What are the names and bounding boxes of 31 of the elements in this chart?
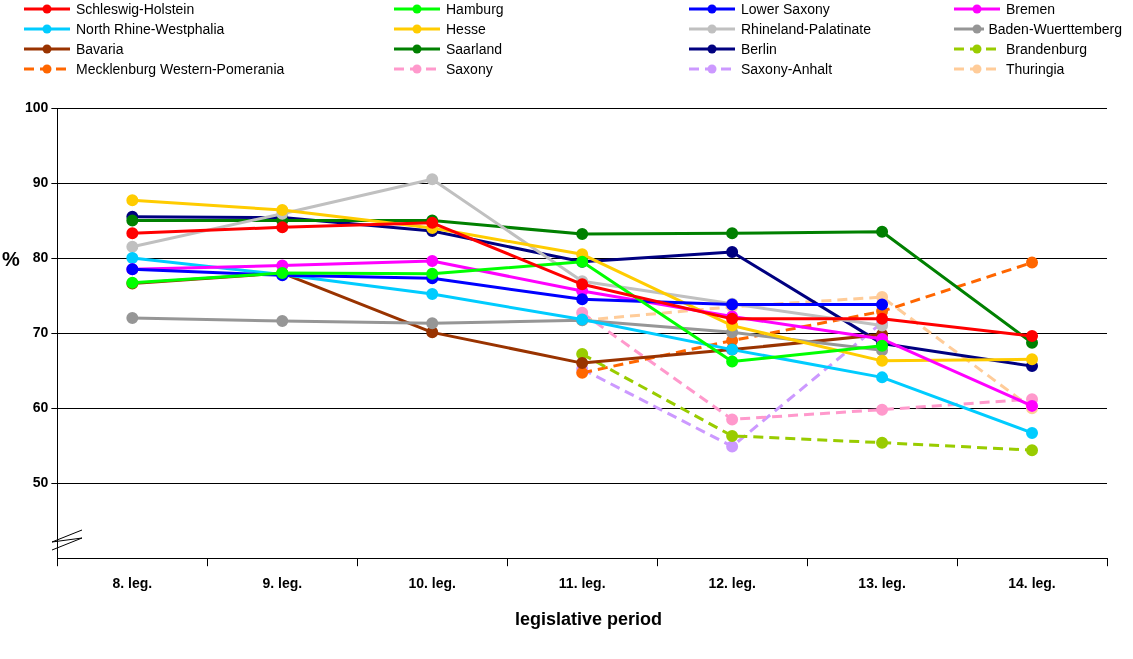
legend-label: Bremen <box>1006 1 1056 18</box>
legend-label: Baden-Wuerttemberg <box>988 21 1122 38</box>
legend-label: Berlin <box>741 40 777 57</box>
legend-label: Hesse <box>446 21 486 38</box>
x-tick-label: 12. leg. <box>708 575 756 592</box>
legend-label: Mecklenburg Western-Pomerania <box>76 60 285 77</box>
x-tick-label: 8. leg. <box>112 575 153 592</box>
x-tick-label: 10. leg. <box>408 575 456 592</box>
legend-label: Saarland <box>446 40 503 57</box>
legend-label: Rhineland-Palatinate <box>741 21 871 38</box>
y-tick-label: 70 <box>32 323 49 340</box>
legend-label: North Rhine-Westphalia <box>76 21 225 38</box>
legend-label: Hamburg <box>446 1 504 18</box>
legend-label: Bavaria <box>76 40 124 57</box>
y-tick-label: 50 <box>32 474 49 491</box>
legend-label: Saxony-Anhalt <box>741 60 833 77</box>
legend-label: Schleswig-Holstein <box>76 1 195 18</box>
legend-label: Brandenburg <box>1006 40 1087 57</box>
legend-label: Lower Saxony <box>741 1 830 18</box>
y-tick-label: 60 <box>32 398 49 415</box>
x-tick-label: 13. leg. <box>858 575 906 592</box>
legend-label: Thuringia <box>1006 60 1065 77</box>
y-tick-label: 80 <box>32 248 49 265</box>
x-tick-label: 9. leg. <box>262 575 303 592</box>
x-tick-label: 14. leg. <box>1008 575 1056 592</box>
x-tick-label: 11. leg. <box>558 575 606 592</box>
y-axis-title: % <box>1 247 21 271</box>
y-tick-label: 90 <box>32 173 49 190</box>
y-tick-label: 100 <box>25 98 49 115</box>
x-axis-title: legislative period <box>513 609 664 630</box>
legend-label: Saxony <box>446 60 493 77</box>
